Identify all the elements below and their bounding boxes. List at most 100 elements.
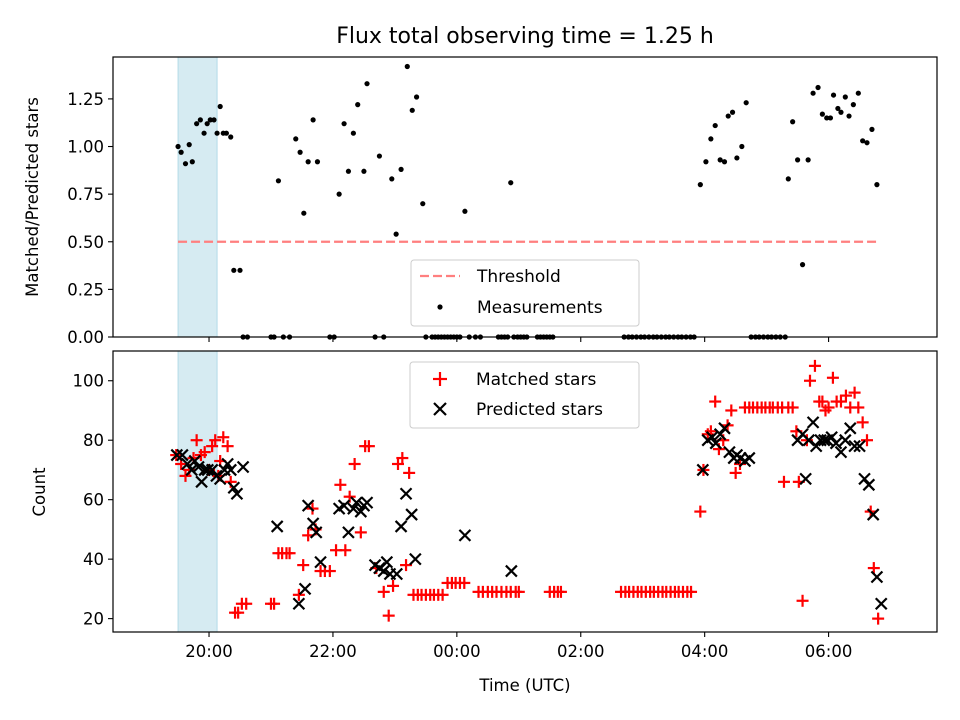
predicted-star-marker bbox=[192, 460, 205, 474]
measurement-point bbox=[404, 63, 410, 70]
measurement-point bbox=[189, 159, 195, 165]
matched-star-marker bbox=[221, 440, 234, 453]
matched-star-marker bbox=[354, 526, 367, 539]
matched-star-marker bbox=[867, 562, 880, 575]
measurement-point bbox=[228, 134, 234, 140]
measurement-point bbox=[413, 94, 420, 100]
measurement-point bbox=[336, 191, 342, 197]
measurement-point bbox=[703, 159, 709, 165]
predicted-star-marker bbox=[181, 457, 194, 471]
predicted-star-marker bbox=[806, 416, 820, 429]
predicted-star-marker bbox=[201, 463, 215, 477]
matched-star-marker bbox=[796, 594, 809, 607]
top-y-tick-label: 0.00 bbox=[67, 328, 104, 347]
matched-star-marker bbox=[339, 544, 352, 557]
measurement-point bbox=[393, 231, 399, 237]
measurement-point bbox=[810, 90, 816, 96]
top-y-tick-label: 1.25 bbox=[67, 90, 104, 109]
bottom-x-tick-label: 20:00 bbox=[185, 642, 233, 661]
predicted-star-marker bbox=[848, 439, 861, 453]
measurement-point bbox=[799, 262, 806, 268]
top-legend-box bbox=[410, 259, 640, 327]
predicted-star-marker bbox=[347, 502, 360, 515]
predicted-star-marker bbox=[394, 520, 408, 533]
measurement-point bbox=[835, 105, 841, 112]
legend-predicted-swatch bbox=[433, 402, 447, 416]
top-y-tick-label: 0.25 bbox=[67, 280, 104, 299]
predicted-star-marker bbox=[195, 475, 208, 489]
matched-star-marker bbox=[852, 401, 865, 414]
matched-star-marker bbox=[232, 606, 245, 619]
predicted-star-marker bbox=[862, 478, 876, 492]
measurement-point bbox=[717, 157, 723, 163]
predicted-star-marker bbox=[817, 433, 831, 447]
predicted-star-marker bbox=[236, 460, 250, 474]
bottom-x-ticks: 20:00 22:00 00:00 02:00 04:00 06:00 bbox=[185, 632, 852, 661]
measurement-point bbox=[194, 121, 200, 127]
matched-star-marker bbox=[297, 559, 310, 572]
bottom-y-tick-label: 100 bbox=[73, 372, 105, 391]
measurement-point bbox=[725, 113, 731, 119]
bottom-x-tick-label: 22:00 bbox=[309, 642, 357, 661]
bottom-x-tick-label: 04:00 bbox=[681, 642, 729, 661]
predicted-star-marker bbox=[874, 597, 888, 611]
matched-star-marker bbox=[860, 434, 873, 447]
predicted-star-marker bbox=[696, 463, 710, 477]
matched-star-marker bbox=[283, 547, 296, 560]
matched-star-marker bbox=[709, 395, 722, 408]
predicted-star-marker bbox=[809, 439, 823, 453]
legend-measurement-swatch bbox=[437, 304, 443, 310]
predicted-star-marker bbox=[858, 472, 871, 486]
measurement-point bbox=[508, 180, 514, 186]
predicted-star-marker bbox=[705, 430, 719, 444]
bottom-y-tick-label: 60 bbox=[83, 491, 104, 510]
matched-star-marker bbox=[822, 401, 835, 414]
predicted-star-marker bbox=[834, 445, 848, 459]
measurement-point bbox=[201, 130, 207, 136]
measurement-point bbox=[721, 159, 728, 165]
bottom-x-tick-label: 02:00 bbox=[557, 642, 605, 661]
predicted-star-marker bbox=[829, 436, 843, 450]
matched-star-marker bbox=[808, 359, 821, 372]
matched-star-marker bbox=[816, 395, 829, 408]
measurement-point bbox=[310, 117, 316, 123]
predicted-star-marker bbox=[292, 597, 306, 611]
top-y-tick-label: 1.00 bbox=[67, 138, 104, 157]
measurement-point bbox=[734, 155, 740, 161]
matched-star-marker bbox=[786, 401, 799, 414]
bottom-highlight-span bbox=[177, 350, 218, 633]
predicted-stars-points bbox=[170, 416, 888, 611]
bottom-y-tick-label: 80 bbox=[83, 431, 104, 450]
measurement-point bbox=[361, 168, 367, 174]
predicted-star-marker bbox=[314, 555, 327, 569]
measurement-point bbox=[795, 157, 801, 163]
predicted-star-marker bbox=[709, 436, 723, 450]
predicted-star-marker bbox=[342, 526, 355, 539]
bottom-legend: Matched stars Predicted stars bbox=[409, 361, 640, 429]
measurement-point bbox=[197, 117, 203, 123]
predicted-star-marker bbox=[718, 422, 731, 435]
measurement-point bbox=[301, 210, 307, 216]
top-y-ticks: 0.00 0.25 0.50 0.75 1.00 1.25 bbox=[67, 90, 113, 347]
predicted-star-marker bbox=[405, 508, 418, 521]
measurement-point bbox=[275, 178, 282, 184]
matched-star-marker bbox=[190, 434, 203, 447]
top-y-tick-label: 0.50 bbox=[67, 233, 104, 252]
matched-star-marker bbox=[400, 559, 413, 572]
predicted-star-marker bbox=[213, 472, 227, 486]
matched-star-marker bbox=[800, 434, 813, 447]
measurement-point bbox=[838, 109, 844, 115]
bottom-y-tick-label: 20 bbox=[83, 610, 104, 629]
measurement-point bbox=[712, 122, 718, 129]
matched-star-marker bbox=[458, 576, 471, 589]
matched-star-marker bbox=[826, 371, 839, 384]
measurement-point bbox=[364, 81, 370, 87]
measurement-point bbox=[739, 143, 745, 150]
measurement-point bbox=[182, 161, 189, 167]
matched-star-marker bbox=[362, 440, 375, 453]
measurement-point bbox=[420, 201, 426, 207]
measurement-point bbox=[211, 117, 217, 123]
matched-star-marker bbox=[198, 446, 211, 459]
bottom-y-ticks: 20 40 60 80 100 bbox=[73, 372, 113, 629]
